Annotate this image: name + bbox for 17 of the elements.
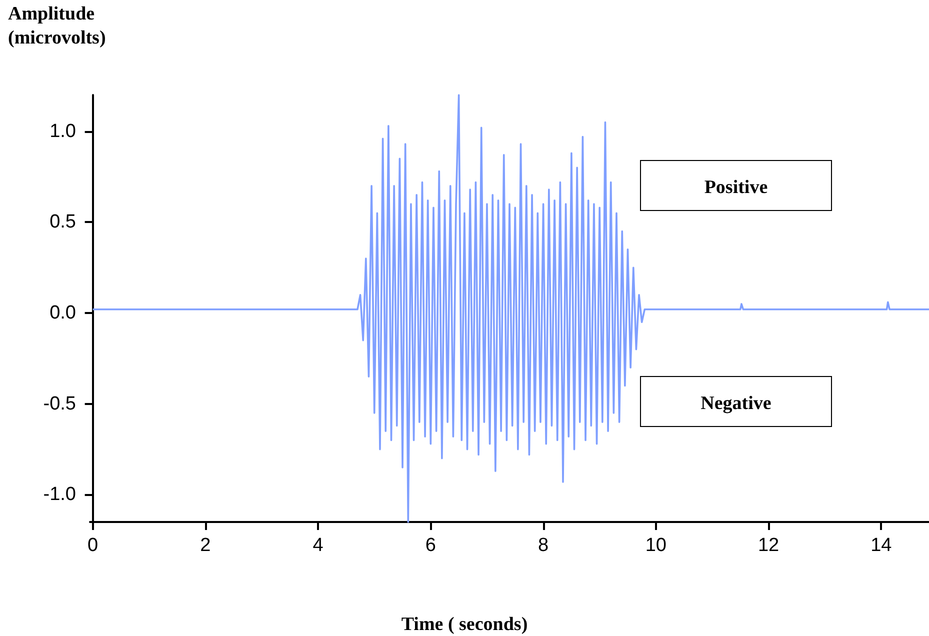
x-tick-label: 6 bbox=[425, 535, 436, 556]
y-tick-label: 0.0 bbox=[50, 302, 76, 324]
x-tick-label: 14 bbox=[870, 535, 892, 556]
y-axis-title: Amplitude (microvolts) bbox=[8, 4, 106, 48]
x-tick-label: 0 bbox=[88, 535, 98, 556]
annotation: Positive bbox=[640, 160, 832, 211]
x-tick-label: 10 bbox=[645, 535, 666, 556]
x-tick-label: 8 bbox=[538, 535, 549, 556]
y-tick-label: -1.0 bbox=[43, 484, 76, 506]
x-axis-title: Time ( seconds) bbox=[401, 614, 528, 635]
x-tick-label: 12 bbox=[758, 535, 780, 556]
x-tick-label: 4 bbox=[312, 535, 324, 556]
y-tick-label: 1.0 bbox=[50, 120, 76, 142]
x-tick-label: 2 bbox=[200, 535, 211, 556]
y-tick-label: 0.5 bbox=[50, 212, 76, 233]
annotation: Negative bbox=[640, 376, 832, 427]
y-tick-label: -0.5 bbox=[43, 393, 76, 414]
